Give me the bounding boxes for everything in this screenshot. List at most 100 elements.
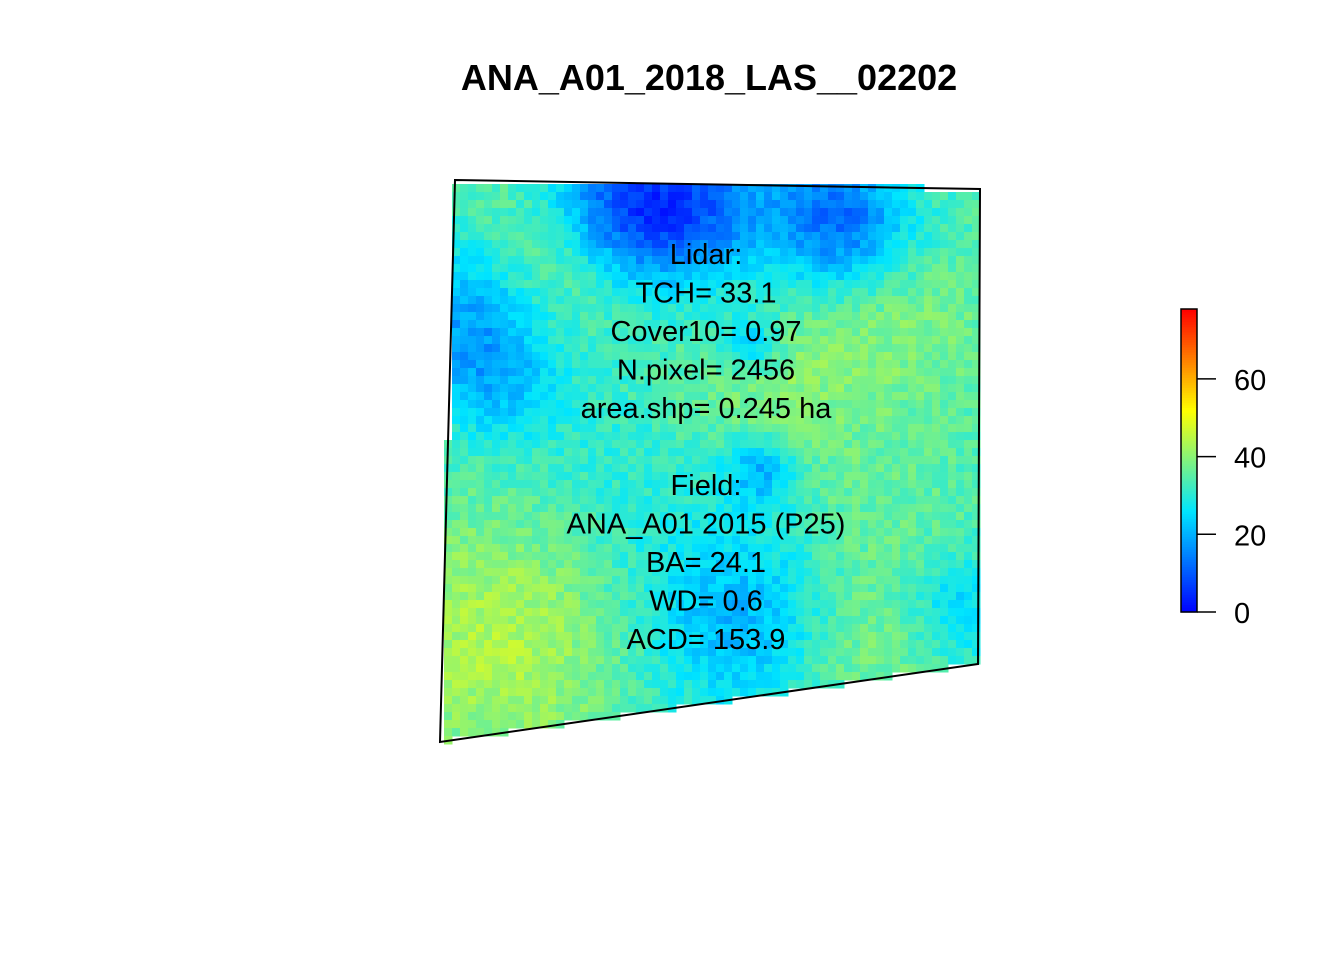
raster-cell (804, 400, 813, 409)
raster-cell (540, 512, 549, 521)
raster-cell (660, 448, 669, 457)
raster-cell (564, 352, 573, 361)
raster-cell (716, 608, 725, 617)
raster-cell (788, 616, 797, 625)
raster-cell (868, 664, 877, 673)
raster-cell (660, 248, 669, 257)
raster-cell (836, 328, 845, 337)
raster-cell (596, 192, 605, 201)
raster-cell (460, 520, 469, 529)
raster-cell (820, 496, 829, 505)
raster-cell (820, 256, 829, 265)
raster-cell (716, 472, 725, 481)
raster-cell (620, 336, 629, 345)
raster-cell (940, 536, 949, 545)
raster-cell (484, 440, 493, 449)
raster-cell (892, 440, 901, 449)
raster-cell (748, 560, 757, 569)
raster-cell (732, 472, 741, 481)
raster-cell (708, 360, 717, 369)
raster-cell (500, 296, 509, 305)
raster-cell (772, 248, 781, 257)
raster-cell (540, 408, 549, 417)
raster-cell (460, 528, 469, 537)
raster-cell (844, 424, 853, 433)
raster-cell (868, 648, 877, 657)
raster-cell (756, 232, 765, 241)
raster-cell (692, 512, 701, 521)
raster-cell (580, 632, 589, 641)
raster-cell (676, 360, 685, 369)
raster-cell (828, 648, 837, 657)
raster-cell (764, 312, 773, 321)
raster-cell (484, 624, 493, 633)
raster-cell (908, 304, 917, 313)
raster-cell (964, 416, 973, 425)
raster-cell (932, 664, 941, 673)
colorbar-step (1181, 435, 1197, 439)
raster-cell (908, 288, 917, 297)
raster-cell (892, 568, 901, 577)
raster-cell (820, 184, 829, 193)
raster-cell (796, 568, 805, 577)
raster-cell (540, 264, 549, 273)
raster-cell (708, 248, 717, 257)
raster-cell (652, 608, 661, 617)
raster-cell (588, 592, 597, 601)
raster-cell (724, 224, 733, 233)
raster-cell (596, 696, 605, 705)
raster-cell (500, 480, 509, 489)
raster-cell (788, 576, 797, 585)
raster-cell (764, 272, 773, 281)
raster-cell (908, 360, 917, 369)
raster-cell (468, 200, 477, 209)
raster-cell (604, 200, 613, 209)
raster-cell (916, 584, 925, 593)
raster-cell (788, 608, 797, 617)
raster-cell (492, 184, 501, 193)
raster-cell (908, 192, 917, 201)
raster-cell (492, 704, 501, 713)
raster-cell (540, 584, 549, 593)
raster-cell (740, 664, 749, 673)
raster-cell (532, 432, 541, 441)
raster-cell (572, 496, 581, 505)
raster-cell (716, 288, 725, 297)
raster-cell (884, 296, 893, 305)
raster-cell (476, 512, 485, 521)
raster-cell (524, 608, 533, 617)
raster-cell (636, 312, 645, 321)
raster-cell (788, 560, 797, 569)
raster-cell (484, 696, 493, 705)
raster-cell (604, 256, 613, 265)
raster-cell (492, 360, 501, 369)
raster-cell (708, 648, 717, 657)
raster-cell (460, 640, 469, 649)
raster-cell (548, 352, 557, 361)
raster-cell (668, 368, 677, 377)
raster-cell (644, 288, 653, 297)
raster-cell (492, 368, 501, 377)
raster-cell (508, 400, 517, 409)
raster-cell (612, 384, 621, 393)
raster-cell (948, 440, 957, 449)
raster-cell (716, 688, 725, 697)
raster-cell (548, 296, 557, 305)
raster-cell (492, 576, 501, 585)
raster-cell (580, 184, 589, 193)
raster-cell (476, 464, 485, 473)
raster-cell (940, 456, 949, 465)
raster-cell (796, 304, 805, 313)
raster-cell (500, 592, 509, 601)
raster-cell (548, 448, 557, 457)
raster-cell (956, 608, 965, 617)
raster-cell (716, 680, 725, 689)
raster-cell (604, 360, 613, 369)
raster-cell (628, 520, 637, 529)
raster-cell (556, 400, 565, 409)
raster-cell (780, 520, 789, 529)
raster-cell (572, 376, 581, 385)
raster-cell (612, 568, 621, 577)
raster-cell (716, 696, 725, 705)
raster-cell (884, 328, 893, 337)
